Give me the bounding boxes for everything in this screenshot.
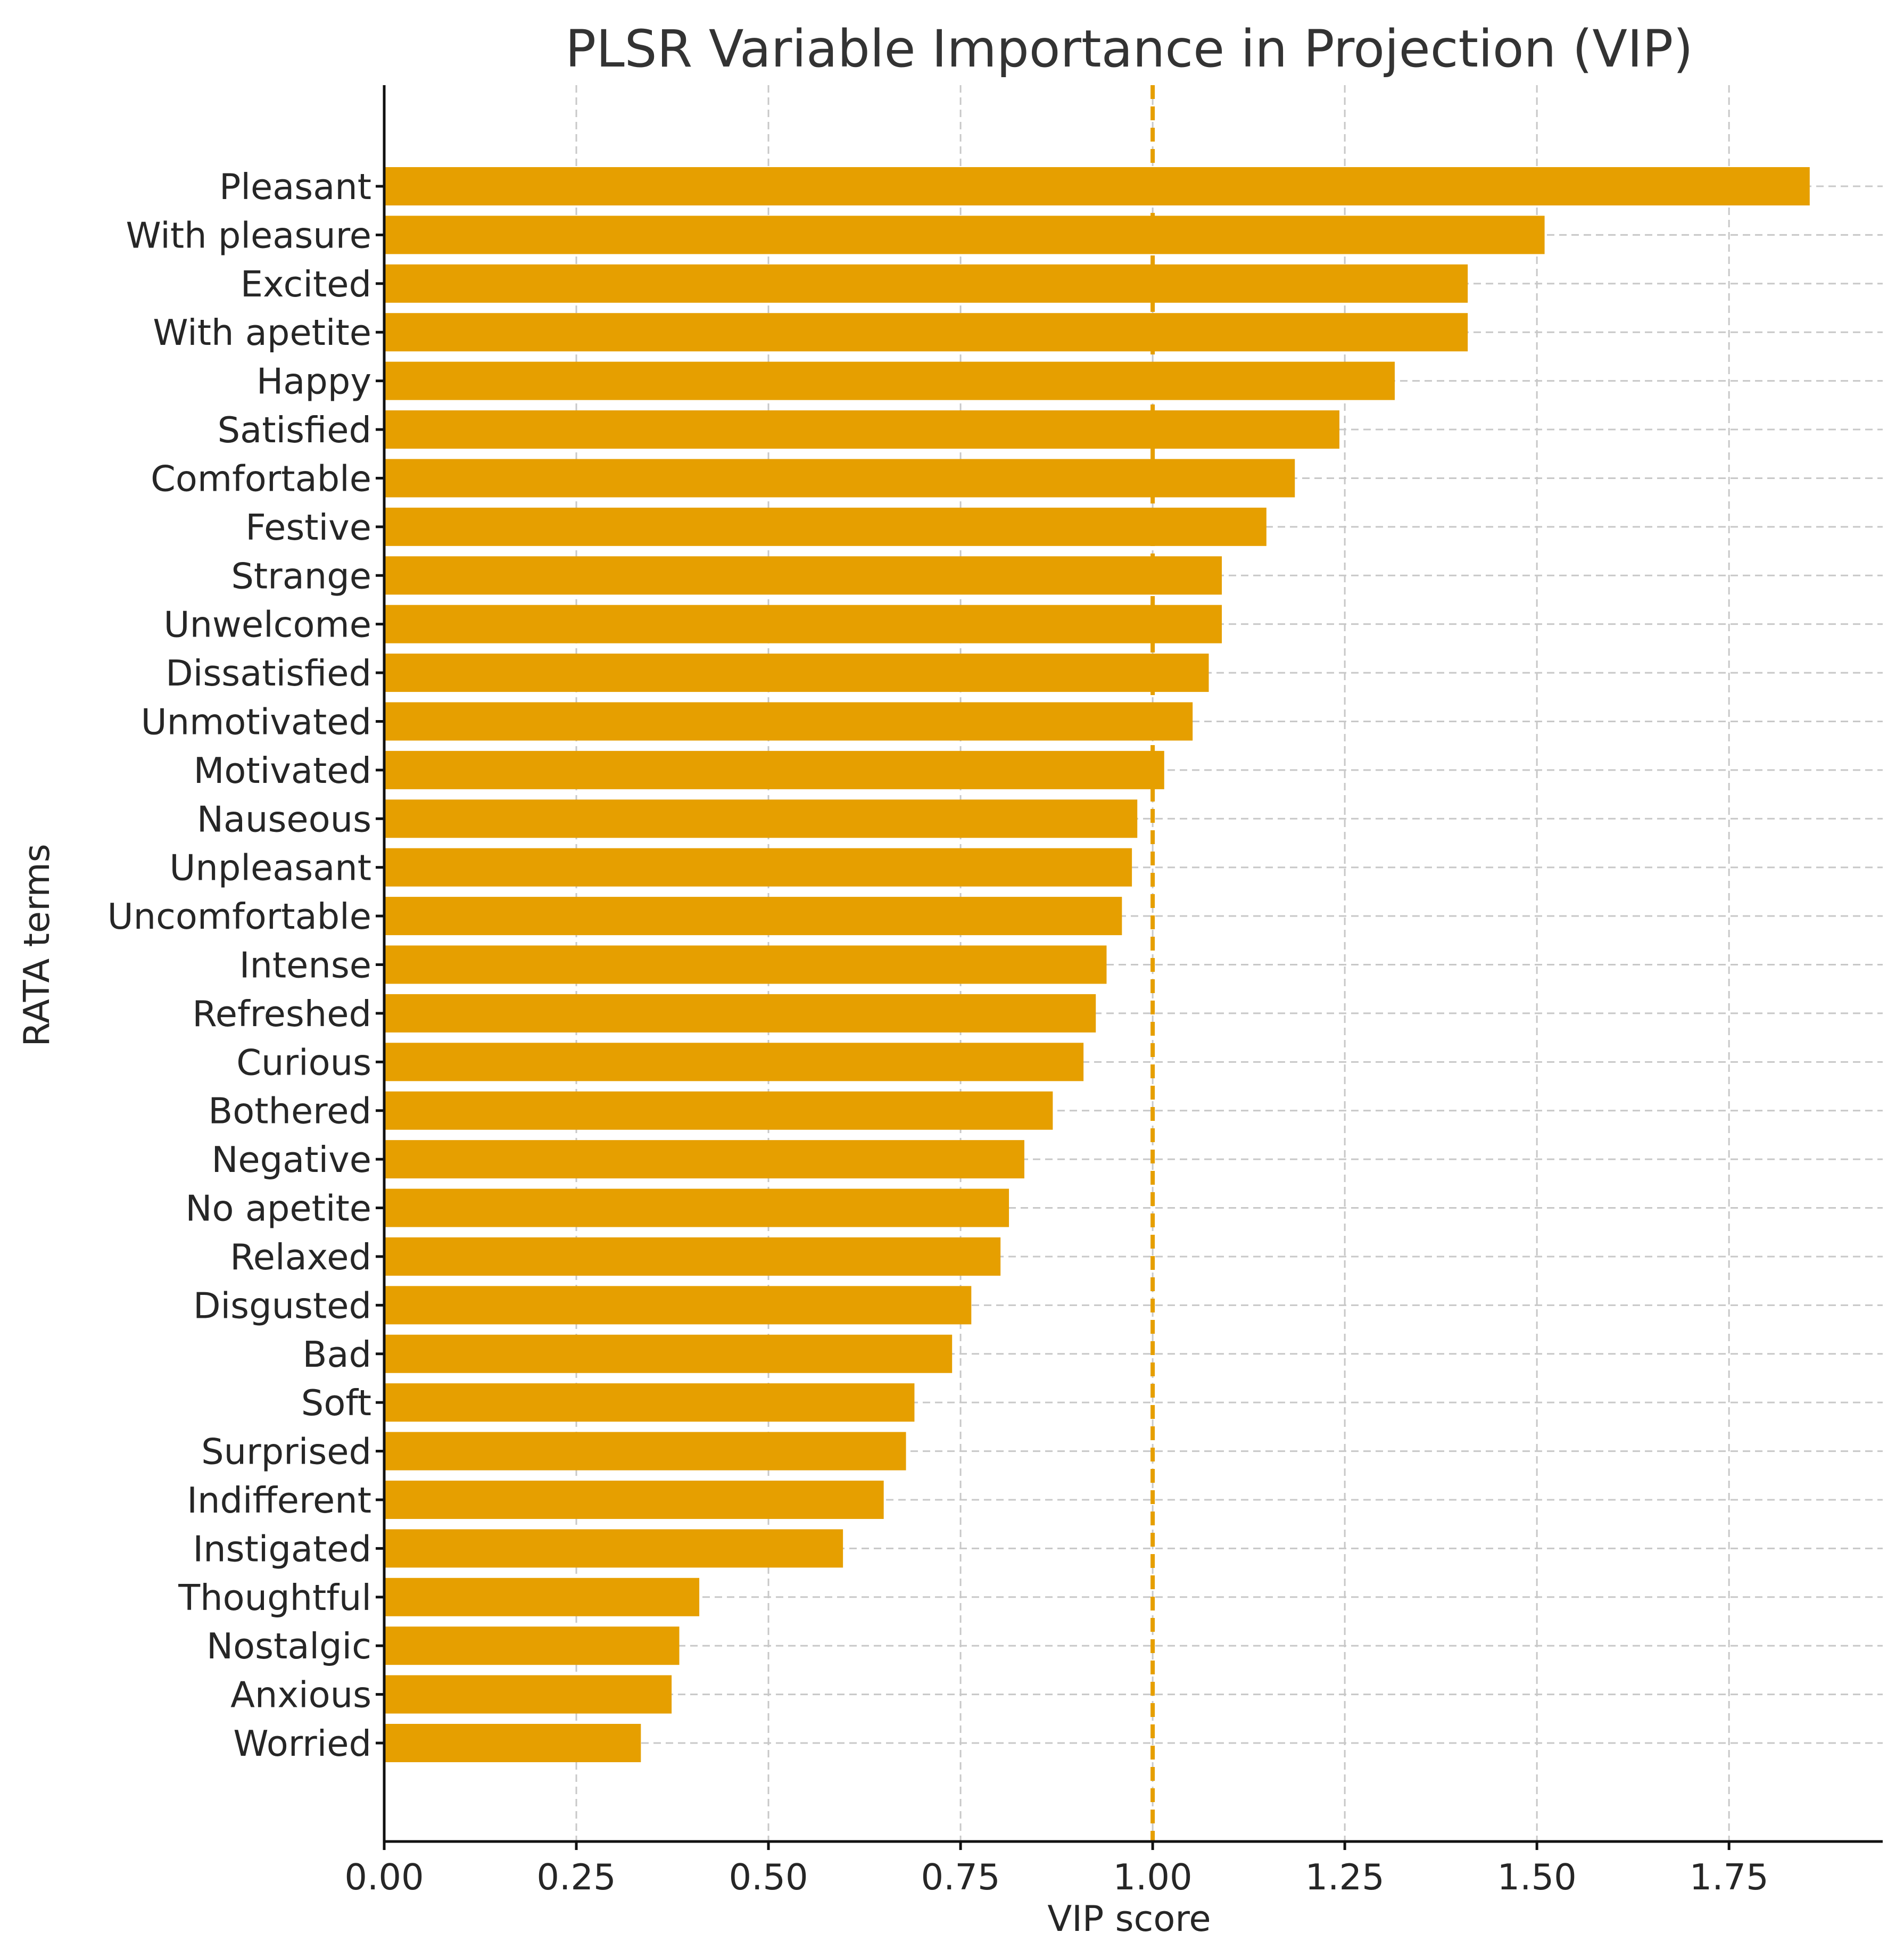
category-label: Bad bbox=[302, 1334, 371, 1375]
category-label: With pleasure bbox=[126, 214, 371, 256]
category-label: Thoughtful bbox=[178, 1577, 371, 1618]
bar bbox=[384, 1091, 1053, 1130]
x-tick-label: 0.75 bbox=[921, 1856, 1000, 1898]
x-tick-label: 1.25 bbox=[1305, 1856, 1385, 1898]
category-label: Excited bbox=[241, 263, 371, 305]
bar bbox=[384, 167, 1810, 205]
bar bbox=[384, 799, 1138, 838]
category-label: Comfortable bbox=[151, 458, 371, 499]
category-label: Unmotivated bbox=[141, 701, 371, 742]
category-label: Strange bbox=[231, 555, 371, 597]
category-label: No apetite bbox=[185, 1188, 371, 1229]
category-label: Uncomfortable bbox=[107, 896, 371, 937]
bar bbox=[384, 1043, 1084, 1081]
bar bbox=[384, 848, 1132, 887]
bar bbox=[384, 897, 1122, 936]
category-label: Negative bbox=[211, 1139, 371, 1180]
category-label: Festive bbox=[245, 507, 371, 548]
bar bbox=[384, 1529, 843, 1568]
category-label: Happy bbox=[256, 361, 371, 402]
bar bbox=[384, 1383, 915, 1422]
category-label: Anxious bbox=[230, 1674, 371, 1716]
category-label: Unwelcome bbox=[164, 604, 371, 646]
category-label: Disgusted bbox=[193, 1285, 371, 1326]
category-label: Soft bbox=[301, 1382, 371, 1424]
bar bbox=[384, 216, 1545, 254]
bar bbox=[384, 750, 1164, 789]
bar bbox=[384, 702, 1193, 741]
category-label: Pleasant bbox=[219, 166, 371, 208]
bar bbox=[384, 264, 1468, 303]
x-tick-label: 1.00 bbox=[1113, 1856, 1193, 1898]
bar bbox=[384, 1334, 953, 1373]
category-label: Relaxed bbox=[230, 1236, 371, 1278]
category-label: Satisfied bbox=[218, 409, 371, 451]
category-label: Instigated bbox=[193, 1528, 371, 1570]
bar bbox=[384, 410, 1340, 449]
bar bbox=[384, 605, 1222, 643]
bar bbox=[384, 361, 1395, 400]
bar bbox=[384, 1578, 700, 1616]
category-label: Refreshed bbox=[192, 993, 371, 1035]
bar bbox=[384, 1675, 672, 1714]
bar bbox=[384, 994, 1096, 1033]
bar bbox=[384, 945, 1107, 984]
chart-title: PLSR Variable Importance in Projection (… bbox=[565, 19, 1693, 79]
category-label: Surprised bbox=[201, 1431, 371, 1473]
bar bbox=[384, 1140, 1024, 1179]
bar bbox=[384, 459, 1295, 498]
labels: 0.00 0.25 0.50 0.75 1.00 1.25 1.50 1.75 Pleasant… bbox=[107, 166, 1769, 1898]
bar bbox=[384, 1626, 680, 1665]
category-label: Nostalgic bbox=[206, 1625, 371, 1667]
bar bbox=[384, 1286, 972, 1325]
x-tick-label: 0.00 bbox=[344, 1856, 424, 1898]
category-label: Curious bbox=[236, 1042, 371, 1083]
category-label: Unpleasant bbox=[169, 847, 371, 889]
bar bbox=[384, 1480, 884, 1519]
bar bbox=[384, 507, 1266, 546]
category-label: Worried bbox=[233, 1723, 371, 1764]
x-tick-label: 0.50 bbox=[729, 1856, 808, 1898]
category-label: Indifferent bbox=[187, 1480, 371, 1521]
bars bbox=[384, 167, 1810, 1762]
x-tick-label: 1.50 bbox=[1497, 1856, 1577, 1898]
category-label: Dissatisfied bbox=[165, 653, 371, 694]
y-axis-label: RATA terms bbox=[16, 844, 57, 1046]
bar bbox=[384, 1237, 1001, 1276]
bar bbox=[384, 1432, 906, 1471]
category-label: Nauseous bbox=[197, 798, 371, 840]
bar bbox=[384, 313, 1468, 352]
category-label: Motivated bbox=[194, 750, 371, 791]
bar bbox=[384, 654, 1209, 692]
bar bbox=[384, 1188, 1009, 1227]
x-axis-label: VIP score bbox=[1047, 1898, 1211, 1939]
axes bbox=[376, 85, 1883, 1850]
x-tick-label: 0.25 bbox=[536, 1856, 616, 1898]
bar bbox=[384, 556, 1222, 595]
bar bbox=[384, 1724, 641, 1762]
category-label: Bothered bbox=[208, 1091, 371, 1132]
category-label: With apetite bbox=[153, 312, 371, 353]
x-tick-label: 1.75 bbox=[1690, 1856, 1769, 1898]
category-label: Intense bbox=[239, 945, 371, 986]
